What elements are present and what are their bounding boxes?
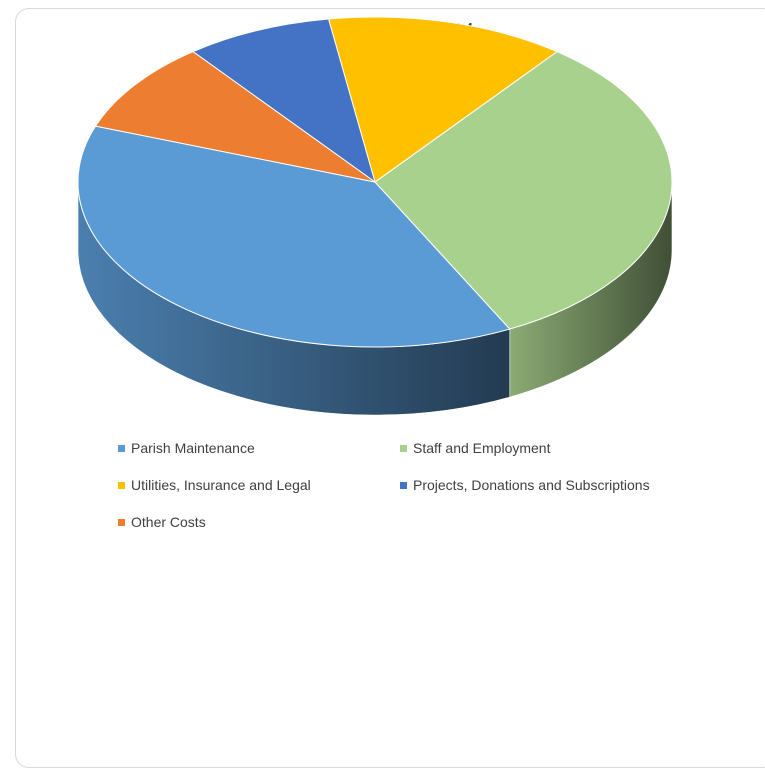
pie-slice-4[interactable] — [94, 51, 376, 183]
legend-swatch — [118, 444, 125, 452]
pie-slice-1[interactable] — [374, 51, 673, 330]
legend-label: Parish Maintenance — [131, 440, 255, 456]
pie-slice-2[interactable] — [327, 16, 559, 183]
pie-slice-3[interactable] — [191, 18, 376, 184]
legend-swatch — [400, 481, 407, 489]
legend-item: Staff and Employment — [400, 440, 550, 456]
legend-item: Projects, Donations and Subscriptions — [400, 477, 650, 493]
legend-label: Utilities, Insurance and Legal — [131, 477, 311, 493]
legend-swatch — [400, 444, 407, 452]
pie-chart — [77, 16, 673, 416]
legend-label: Staff and Employment — [413, 440, 551, 456]
legend-item: Parish Maintenance — [118, 440, 255, 456]
legend-label: Other Costs — [131, 514, 206, 530]
legend-swatch — [118, 481, 125, 489]
legend-item: Other Costs — [118, 514, 206, 530]
pie-slice-0[interactable] — [77, 125, 511, 348]
legend-swatch — [118, 518, 125, 526]
legend-label: Projects, Donations and Subscriptions — [413, 477, 650, 493]
legend-item: Utilities, Insurance and Legal — [118, 477, 311, 493]
